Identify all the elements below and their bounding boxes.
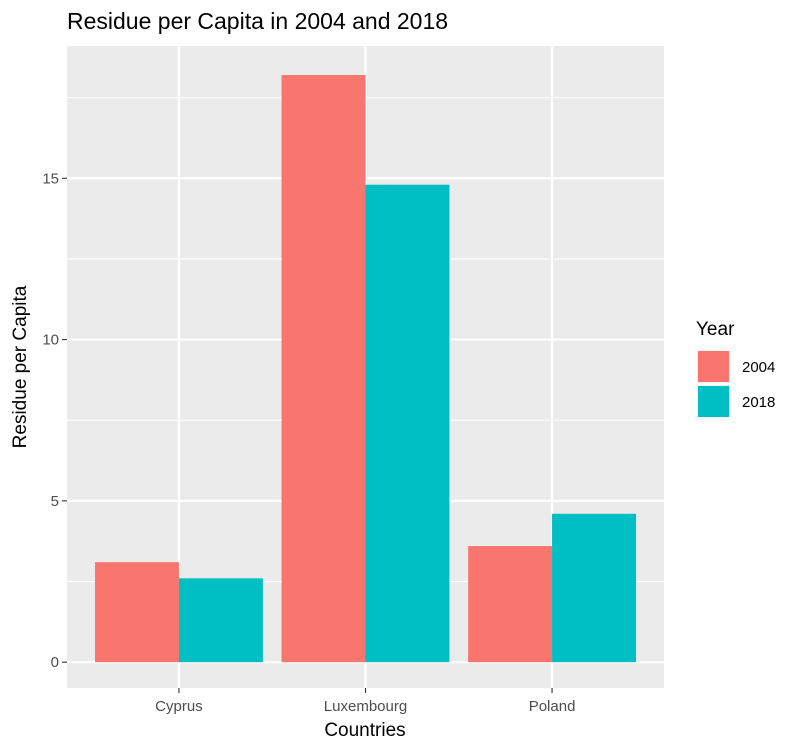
bar-cyprus-2018 (178, 578, 263, 663)
chart-title: Residue per Capita in 2004 and 2018 (67, 8, 448, 34)
legend-swatch-2004 (698, 351, 729, 382)
x-tick-label: Luxembourg (324, 698, 407, 715)
legend-label-2004: 2004 (742, 359, 775, 376)
x-tick-label: Poland (529, 698, 576, 715)
legend-title: Year (696, 319, 735, 340)
bars (94, 75, 637, 663)
y-tick-label: 10 (42, 332, 59, 349)
legend: Year 2004 2018 (696, 319, 775, 418)
bar-cyprus-2004 (94, 562, 179, 663)
bar-luxembourg-2004 (281, 75, 366, 663)
x-tick-label: Cyprus (155, 698, 203, 715)
legend-label-2018: 2018 (742, 394, 775, 411)
legend-swatch-2018 (698, 386, 729, 417)
y-tick-label: 15 (42, 170, 59, 187)
x-axis-title: Countries (324, 720, 405, 741)
bar-poland-2004 (468, 546, 553, 663)
bar-luxembourg-2018 (365, 184, 450, 663)
y-axis: 0 5 10 15 (42, 170, 67, 671)
y-tick-label: 0 (51, 654, 59, 671)
x-axis: Cyprus Luxembourg Poland (155, 688, 575, 715)
y-tick-label: 5 (51, 493, 59, 510)
y-axis-title: Residue per Capita (10, 285, 31, 448)
bar-poland-2018 (552, 513, 637, 663)
